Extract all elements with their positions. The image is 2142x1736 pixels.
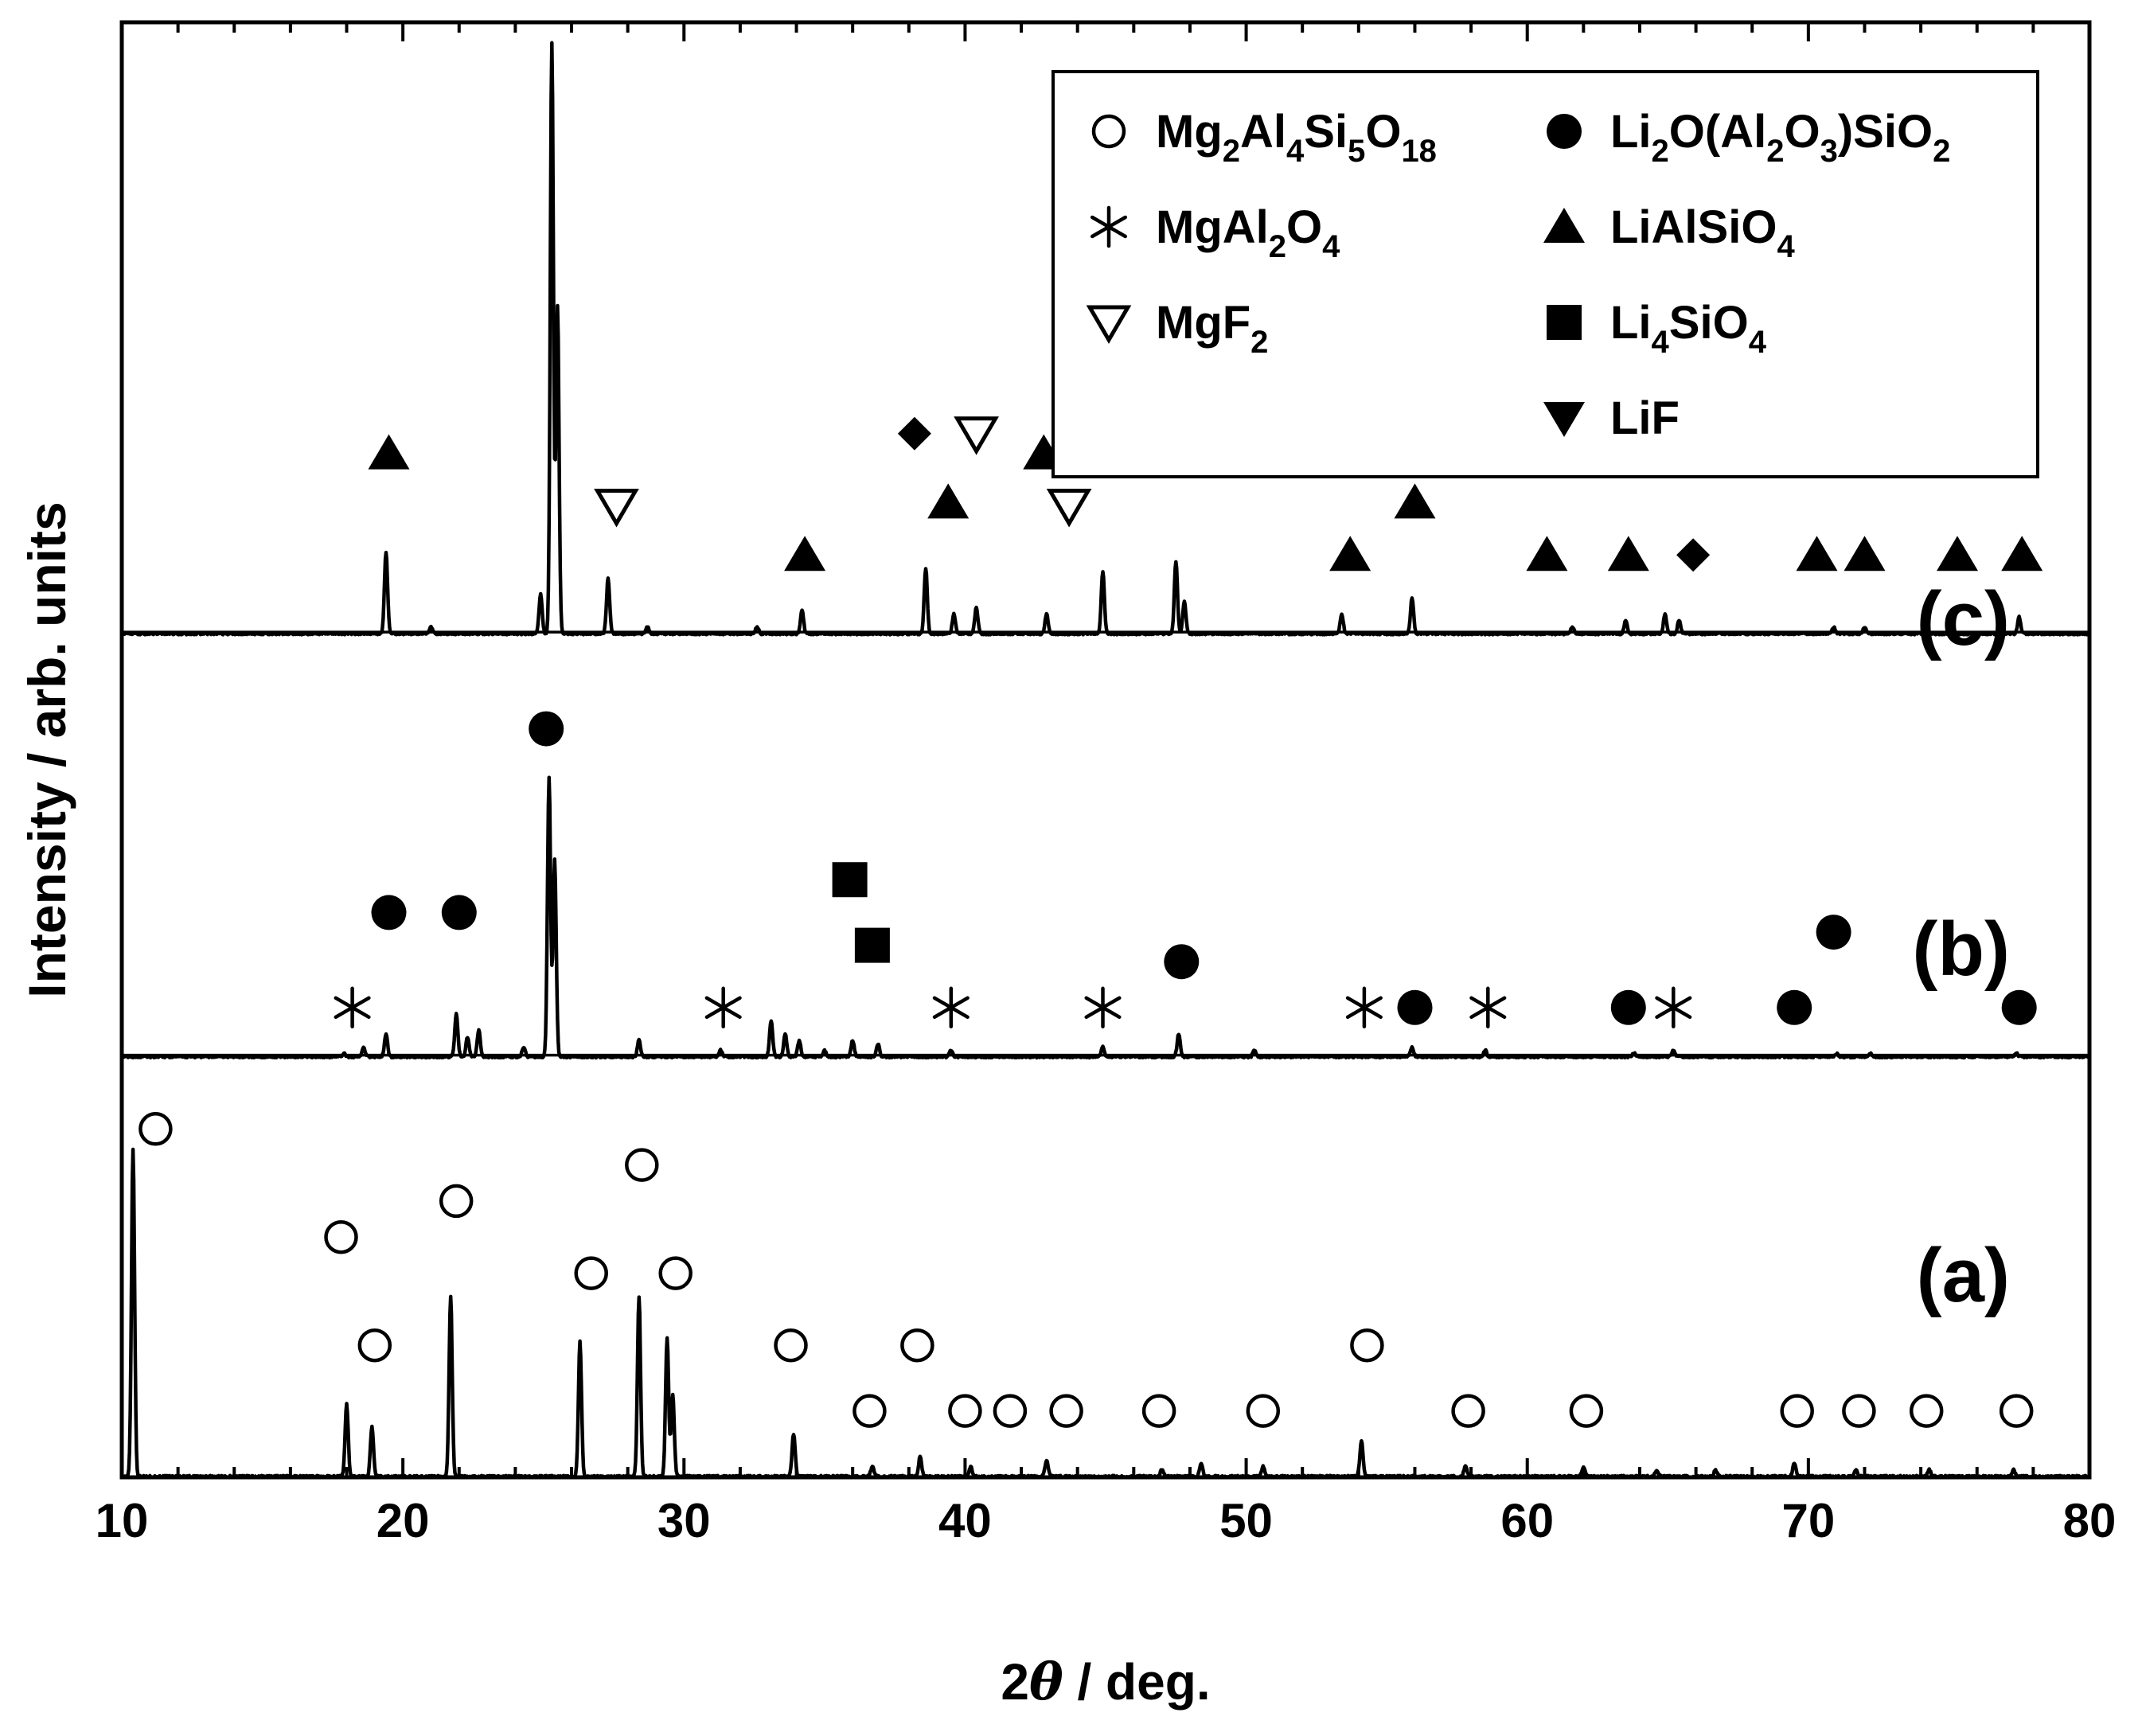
marker-filled-triangle-up-3-14 xyxy=(1526,536,1568,572)
marker-open-circle-1-1 xyxy=(139,1112,173,1146)
x-tick-label: 30 xyxy=(657,1494,711,1547)
marker-open-circle-1-2 xyxy=(324,1219,358,1254)
marker-filled-triangle-up-3-19 xyxy=(1844,536,1886,572)
marker-filled-circle-2-4 xyxy=(529,711,564,747)
marker-open-circle-1-15 xyxy=(1246,1394,1281,1428)
marker-asterisk-2-1 xyxy=(334,986,371,1029)
marker-open-circle-1-12 xyxy=(993,1394,1028,1428)
marker-filled-triangle-up-3-18 xyxy=(1796,536,1838,572)
legend-marker-filled-triangle-down xyxy=(1543,402,1585,437)
marker-open-triangle-down-3-9 xyxy=(1046,489,1092,528)
marker-filled-circle-2-12 xyxy=(1397,989,1433,1025)
marker-filled-triangle-up-3-20 xyxy=(1937,536,1978,572)
marker-open-circle-1-17 xyxy=(1451,1394,1485,1428)
marker-filled-triangle-up-3-13 xyxy=(1394,483,1436,519)
legend-marker-asterisk xyxy=(1090,205,1128,248)
legend-label-3: MgAl2O4 xyxy=(1156,201,1340,264)
legend-label-2: Li2O(Al2O3)SiO2 xyxy=(1610,106,1950,169)
marker-filled-square-2-6 xyxy=(832,862,868,898)
marker-open-circle-1-9 xyxy=(853,1394,887,1428)
marker-open-circle-1-5 xyxy=(574,1256,608,1290)
marker-asterisk-2-15 xyxy=(1655,986,1692,1029)
marker-filled-triangle-up-3-12 xyxy=(1329,536,1371,572)
marker-filled-circle-2-10 xyxy=(1164,944,1200,980)
legend-marker-open-triangle-down xyxy=(1086,305,1132,344)
marker-open-circle-1-14 xyxy=(1141,1394,1176,1428)
legend-marker-open-circle xyxy=(1091,114,1126,149)
legend-marker-filled-circle xyxy=(1547,114,1582,149)
legend-label-1: Mg2Al4Si5O18 xyxy=(1156,106,1437,169)
x-tick-label: 40 xyxy=(938,1494,992,1547)
marker-filled-diamond-3-17 xyxy=(1676,538,1711,572)
legend-label-7: LiF xyxy=(1610,392,1680,444)
marker-open-circle-1-11 xyxy=(948,1394,982,1428)
marker-asterisk-2-8 xyxy=(932,986,970,1029)
marker-open-circle-1-13 xyxy=(1049,1394,1083,1428)
legend-label-6: Li4SiO4 xyxy=(1610,297,1767,360)
legend-item-3: MgAl2O4 xyxy=(1090,201,1340,264)
legend-marker-filled-square xyxy=(1547,305,1582,340)
marker-filled-square-2-7 xyxy=(854,927,890,963)
legend-label-5: MgF2 xyxy=(1156,297,1268,360)
marker-open-circle-1-4 xyxy=(439,1184,474,1219)
axes xyxy=(119,20,2092,1480)
marker-filled-triangle-up-3-4 xyxy=(784,536,826,572)
legend-item-5: MgF2 xyxy=(1086,297,1268,360)
pattern-trace-1 xyxy=(119,1147,2091,1480)
marker-filled-triangle-up-3-1 xyxy=(368,434,410,470)
marker-open-circle-1-21 xyxy=(1909,1394,1944,1428)
x-axis-title: 2θ / deg. xyxy=(1001,1652,1210,1712)
legend-marker-filled-triangle-up xyxy=(1543,208,1585,243)
labels: 10 20 30 40 50 60 70 80 2θ / deg. Intensity / arb… xyxy=(18,501,2116,1712)
marker-filled-triangle-up-3-6 xyxy=(927,483,970,519)
marker-filled-circle-2-2 xyxy=(371,895,407,930)
marker-open-circle-1-20 xyxy=(1842,1394,1876,1428)
x-tick-label: 20 xyxy=(377,1494,430,1547)
x-tick-label: 10 xyxy=(96,1494,149,1547)
marker-open-triangle-down-3-7 xyxy=(954,416,999,455)
marker-asterisk-2-9 xyxy=(1084,986,1122,1029)
legend-item-4: LiAlSiO4 xyxy=(1543,201,1795,264)
marker-open-circle-1-7 xyxy=(658,1256,693,1290)
series-label-2: (b) xyxy=(1912,907,2010,992)
legend-box xyxy=(1051,70,2039,478)
marker-filled-circle-2-18 xyxy=(2001,989,2037,1025)
marker-open-circle-1-10 xyxy=(900,1328,934,1363)
marker-open-circle-1-3 xyxy=(357,1328,392,1363)
x-tick-label: 50 xyxy=(1219,1494,1273,1547)
marker-filled-diamond-3-5 xyxy=(897,416,931,451)
marker-filled-circle-2-16 xyxy=(1777,989,1812,1025)
marker-filled-circle-2-3 xyxy=(441,895,477,930)
legend-item-2: Li2O(Al2O3)SiO2 xyxy=(1547,106,1950,169)
legend-item-1: Mg2Al4Si5O18 xyxy=(1091,106,1437,169)
marker-open-circle-1-6 xyxy=(625,1148,659,1182)
x-tick-label: 80 xyxy=(2063,1494,2117,1547)
legend-item-6: Li4SiO4 xyxy=(1547,297,1767,360)
marker-filled-circle-2-17 xyxy=(1816,915,1851,950)
marker-open-circle-1-16 xyxy=(1350,1328,1384,1363)
marker-open-circle-1-22 xyxy=(1999,1394,2034,1428)
series-label-3: (c) xyxy=(1917,576,2010,661)
marker-open-circle-1-8 xyxy=(774,1328,808,1363)
legend-item-7: LiF xyxy=(1543,392,1680,444)
legend: Mg2Al4Si5O18 MgAl2O4 MgF2 Li2O(Al2O3)SiO2 Li… xyxy=(1051,70,2039,478)
marker-open-circle-1-19 xyxy=(1780,1394,1814,1428)
marker-filled-triangle-up-3-15 xyxy=(1607,536,1649,572)
x-tick-label: 60 xyxy=(1500,1494,1554,1547)
marker-asterisk-2-5 xyxy=(704,986,742,1029)
x-tick-label: 70 xyxy=(1781,1494,1835,1547)
marker-filled-triangle-up-3-21 xyxy=(2001,536,2043,572)
series-label-1: (a) xyxy=(1917,1233,2010,1318)
marker-filled-circle-2-14 xyxy=(1610,989,1646,1025)
marker-open-circle-1-18 xyxy=(1569,1394,1604,1428)
marker-open-triangle-down-3-3 xyxy=(594,489,639,528)
y-axis-title: Intensity / arb. units xyxy=(18,501,76,997)
plot-frame xyxy=(119,20,2092,1480)
marker-asterisk-2-11 xyxy=(1345,986,1383,1029)
marker-asterisk-2-13 xyxy=(1469,986,1507,1029)
legend-label-4: LiAlSiO4 xyxy=(1610,201,1795,264)
